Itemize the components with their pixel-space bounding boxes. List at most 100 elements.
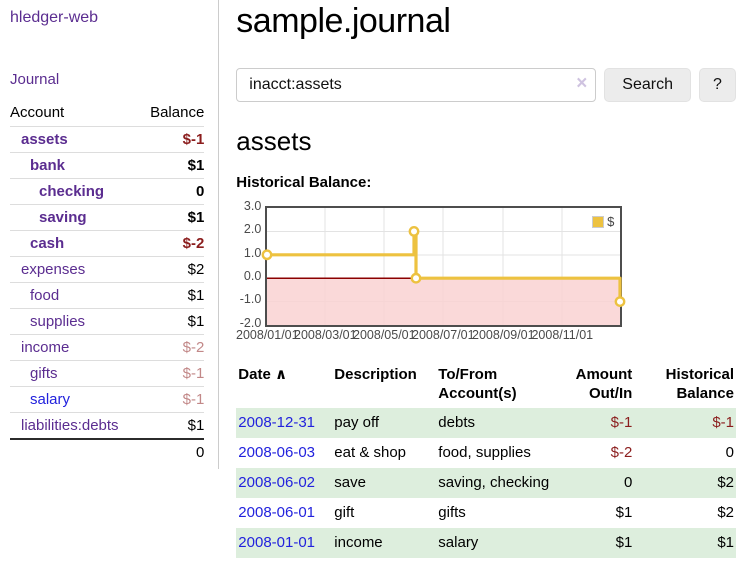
legend-series-swatch [592,215,605,228]
account-link-cash[interactable]: cash [30,235,65,252]
transaction-balance: 0 [725,444,734,461]
page-title: sample.journal [236,2,451,40]
account-row: expenses $2 [10,256,205,283]
balance-chart: 3.0 2.0 1.0 0.0 -1.0 -2.0 [236,199,736,346]
brand-link[interactable]: hledger-web [10,9,99,26]
account-row: bank $1 [10,152,205,179]
transaction-amount: 0 [623,474,633,491]
transaction-accounts: food, supplies [438,444,531,461]
y-axis-tick: 3.0 [243,199,262,213]
x-axis-tick: 2008/09/01 [472,328,535,342]
register-header-date-label: Date [238,366,271,383]
sidebar: hledger-web Journal Account Balance asse… [0,0,220,469]
account-link-assets[interactable]: assets [21,131,68,148]
account-link-supplies[interactable]: supplies [30,313,86,330]
brand: hledger-web [10,8,204,27]
x-axis-tick: 2008/05/01 [353,328,416,342]
register-row: 2008-12-31 pay off debts $-1 $-1 [236,408,736,438]
transaction-balance: $1 [717,534,734,551]
transaction-date-link[interactable]: 2008-06-02 [238,474,316,491]
accounts-table: Account Balance assets $-1 bank $1 check… [10,104,205,465]
transaction-description: gift [334,504,355,521]
y-axis-tick: 1.0 [243,246,262,260]
transaction-description: income [334,534,383,551]
account-row: assets $-1 [10,126,205,153]
sort-ascending-icon: ∧ [274,365,288,383]
register-header-balance: Historical Balance [665,366,734,402]
account-link-income[interactable]: income [21,339,70,356]
search-button[interactable]: Search [604,68,691,102]
x-axis-tick: 2008/03/01 [294,328,357,342]
sidebar-nav: Journal [10,71,204,88]
transaction-accounts: debts [438,414,475,431]
transaction-amount: $-1 [610,414,633,431]
account-balance: $1 [139,282,205,309]
account-balance: $-2 [139,334,205,361]
register-row: 2008-06-02 save saving, checking 0 $2 [236,468,736,498]
y-axis-tick: -1.0 [239,292,262,306]
account-link-food[interactable]: food [30,287,60,304]
clear-search-icon[interactable]: × [576,73,588,94]
y-axis-tick: 2.0 [243,222,262,236]
transaction-date-link[interactable]: 2008-06-01 [238,504,316,521]
x-axis-tick: 2008/11/01 [531,328,594,342]
main-content: sample.journal × Search ? assets Histori… [219,0,742,558]
register-header-date: Date ∧ [236,365,332,408]
account-row: cash $-2 [10,230,205,257]
transaction-amount: $-2 [610,444,633,461]
transaction-accounts: saving, checking [438,474,550,491]
account-link-gifts[interactable]: gifts [30,365,58,382]
register-header-amount: Amount Out/In [575,366,633,402]
transaction-amount: $1 [615,534,633,551]
transaction-date-link[interactable]: 2008-12-31 [238,414,316,431]
account-balance: $1 [139,412,205,439]
account-balance: $-1 [139,360,205,387]
x-axis-tick: 2008/07/01 [412,328,475,342]
register-row: 2008-06-01 gift gifts $1 $2 [236,498,736,528]
account-link-saving[interactable]: saving [39,209,87,226]
search-input[interactable] [236,68,597,102]
balance-step-line-chart [261,208,626,325]
sidebar-item-journal[interactable]: Journal [10,71,60,88]
register-header-row: Date ∧ Description To/From Account(s) Am… [236,365,736,408]
transaction-date-link[interactable]: 2008-06-03 [238,444,316,461]
account-link-liabilities-debts[interactable]: liabilities:debts [21,417,119,434]
account-balance: $1 [139,308,205,335]
search-form: × Search ? [236,68,736,102]
transaction-description: pay off [334,414,380,431]
account-row: food $1 [10,282,205,309]
account-link-bank[interactable]: bank [30,157,66,174]
account-balance: $-1 [139,386,205,413]
x-axis-tick: 2008/01/01 [236,328,299,342]
account-balance: 0 [139,178,205,205]
account-row: saving $1 [10,204,205,231]
account-link-expenses[interactable]: expenses [21,261,86,278]
account-balance: $-1 [139,126,205,153]
account-row: gifts $-1 [10,360,205,387]
register-row: 2008-06-03 eat & shop food, supplies $-2… [236,438,736,468]
help-button[interactable]: ? [699,68,736,102]
account-row: income $-2 [10,334,205,361]
accounts-total: 0 [10,438,205,465]
account-heading: assets [236,126,312,156]
transaction-accounts: salary [438,534,479,551]
transaction-date-link[interactable]: 2008-01-01 [238,534,316,551]
transaction-description: save [334,474,366,491]
chart-plot-area: $ [261,206,626,327]
account-row: liabilities:debts $1 [10,412,205,439]
transaction-accounts: gifts [438,504,466,521]
y-axis-tick: -2.0 [239,316,262,330]
accounts-total-row: 0 [10,438,205,465]
accounts-header-row: Account Balance [10,104,204,127]
account-balance: $1 [139,204,205,231]
transaction-description: eat & shop [334,444,407,461]
register-header-accounts: To/From Account(s) [438,366,517,402]
accounts-header-balance: Balance [150,104,205,121]
transaction-balance: $2 [717,474,734,491]
account-link-salary[interactable]: salary [30,391,71,408]
account-row: salary $-1 [10,386,205,413]
register-table: Date ∧ Description To/From Account(s) Am… [236,365,736,558]
account-row: supplies $1 [10,308,205,335]
y-axis-tick: 0.0 [243,269,262,283]
account-link-checking[interactable]: checking [39,183,105,200]
